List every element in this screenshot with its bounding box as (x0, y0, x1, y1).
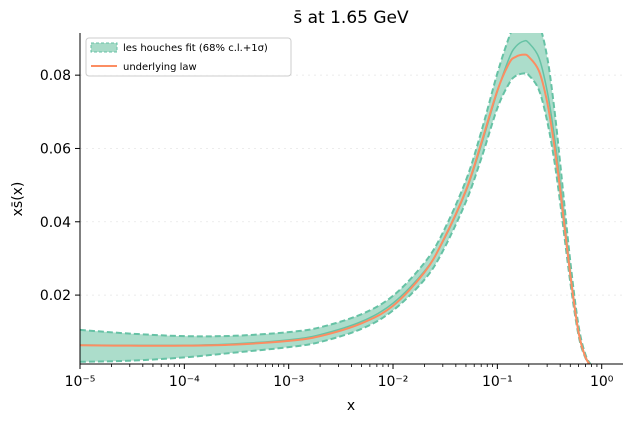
x-tick-label-3: 10⁻² (378, 374, 409, 390)
x-axis-label: x (347, 398, 355, 414)
x-tick-label-4: 10⁻¹ (482, 374, 513, 390)
band-central-line (80, 39, 591, 364)
y-tick-label-3: 0.08 (40, 68, 71, 84)
x-tick-label-2: 10⁻³ (273, 374, 304, 390)
x-tick-label-0: 10⁻⁵ (65, 374, 96, 390)
legend-line-label: underlying law (123, 62, 197, 73)
legend-band-label: les houches fit (68% c.l.+1σ) (123, 43, 268, 54)
y-axis-label: xs̄(x) (10, 182, 26, 217)
grid-lines (80, 74, 623, 296)
legend-box (85, 37, 292, 77)
band-fill (80, 33, 591, 364)
y-tick-label-0: 0.02 (40, 288, 71, 304)
band-upper-edge (80, 33, 592, 364)
x-ticks: 10⁻⁵ 10⁻⁴ 10⁻³ 10⁻² 10⁻¹ 10⁰ (65, 364, 614, 390)
y-tick-label-2: 0.06 (40, 141, 71, 157)
y-ticks: 0.02 0.04 0.06 0.08 (40, 68, 80, 304)
x-tick-label-5: 10⁰ (590, 374, 614, 390)
x-tick-label-1: 10⁻⁴ (169, 374, 200, 390)
line-layer (80, 53, 591, 364)
y-tick-label-1: 0.04 (40, 215, 71, 231)
legend-band-swatch (90, 42, 118, 53)
chart-title: s̄ at 1.65 GeV (293, 8, 409, 28)
legend: les houches fit (68% c.l.+1σ) underlying… (85, 37, 292, 77)
series-line-1 (80, 53, 591, 364)
